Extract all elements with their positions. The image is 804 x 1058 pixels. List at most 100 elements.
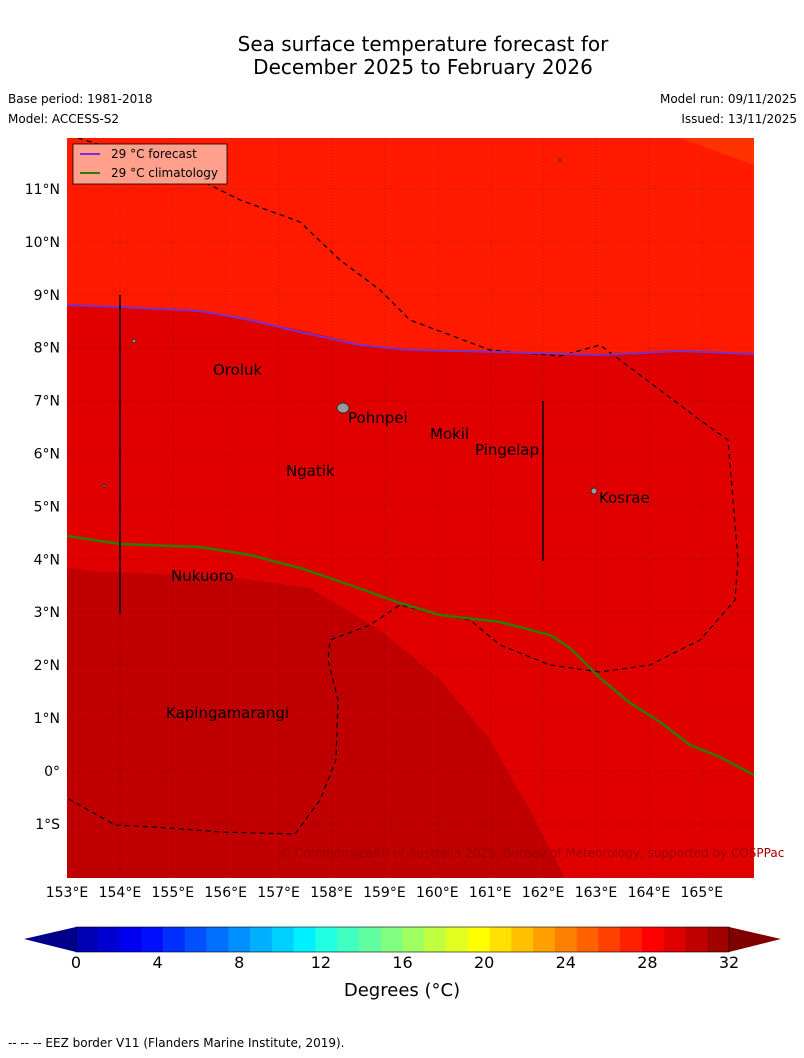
- lon-tick-label: 164°E: [628, 885, 671, 901]
- legend-climatology-label: 29 °C climatology: [111, 166, 218, 180]
- place-label-pohnpei: Pohnpei: [348, 409, 408, 427]
- colorbar-cell: [380, 927, 403, 952]
- place-labels: Oroluk Pohnpei Mokil Pingelap Ngatik Kos…: [166, 361, 650, 722]
- colorbar-cell: [97, 927, 120, 952]
- colorbar: 0 4 8 12 16 20 24 28 32: [24, 926, 781, 972]
- colorbar-cell: [446, 927, 469, 952]
- colorbar-cell: [206, 927, 229, 952]
- lat-tick-label: 3°N: [34, 605, 60, 621]
- colorbar-cell: [641, 927, 664, 952]
- lat-tick-label: 1°S: [35, 817, 60, 833]
- colorbar-tick-label: 16: [392, 953, 412, 972]
- colorbar-cell: [293, 927, 316, 952]
- lon-tick-label: 159°E: [363, 885, 406, 901]
- oroluk-island: [131, 338, 137, 344]
- colorbar-cell: [76, 927, 99, 952]
- longitude-tick-labels: 153°E 154°E 155°E 156°E 157°E 158°E 159°E 160°E…: [46, 885, 723, 901]
- lat-tick-label: 1°N: [34, 711, 60, 727]
- colorbar-cell: [663, 927, 686, 952]
- colorbar-tick-label: 32: [719, 953, 739, 972]
- meridian-markers: [119, 295, 544, 614]
- colorbar-over-arrow: [729, 927, 781, 952]
- colorbar-tick-label: 8: [234, 953, 244, 972]
- lat-tick-label: 6°N: [34, 447, 60, 463]
- sst-zone-30-ne-corner: [680, 138, 754, 165]
- lon-tick-label: 162°E: [522, 885, 565, 901]
- lat-tick-label: 9°N: [34, 288, 60, 304]
- issued-text: Issued: 13/11/2025: [681, 112, 797, 126]
- islands: [102, 158, 598, 495]
- colorbar-cell: [163, 927, 186, 952]
- lon-tick-label: 156°E: [204, 885, 247, 901]
- latitude-tick-labels: 11°N 10°N 9°N 8°N 7°N 6°N 5°N 4°N 3°N 2°N 1°N 0° 1°S: [25, 182, 60, 833]
- lat-tick-label: 5°N: [34, 499, 60, 515]
- colorbar-cell: [598, 927, 621, 952]
- place-label-ngatik: Ngatik: [286, 462, 335, 480]
- place-label-kapingamarangi: Kapingamarangi: [166, 704, 289, 722]
- lat-tick-label: 2°N: [34, 658, 60, 674]
- colorbar-tick-label: 4: [153, 953, 163, 972]
- colorbar-cells: [76, 927, 730, 952]
- colorbar-tick-label: 28: [637, 953, 657, 972]
- north-islet: [558, 158, 562, 162]
- colorbar-cell: [424, 927, 447, 952]
- colorbar-tick-label: 24: [556, 953, 576, 972]
- model-text: Model: ACCESS-S2: [8, 112, 120, 126]
- colorbar-tick-label: 0: [71, 953, 81, 972]
- legend: 29 °C forecast 29 °C climatology: [72, 143, 228, 185]
- colorbar-cell: [685, 927, 708, 952]
- kosrae-island: [590, 487, 598, 495]
- colorbar-under-arrow: [24, 927, 76, 952]
- eez-border: [67, 138, 739, 835]
- place-label-mokil: Mokil: [430, 425, 469, 443]
- copyright-text: © Commonwealth of Australia 2025, Bureau…: [279, 846, 784, 860]
- colorbar-cell: [707, 927, 730, 952]
- chart-title-line-1: Sea surface temperature forecast for: [237, 32, 609, 56]
- lon-tick-label: 153°E: [46, 885, 89, 901]
- colorbar-cell: [337, 927, 360, 952]
- lon-tick-label: 155°E: [152, 885, 195, 901]
- place-label-pingelap: Pingelap: [475, 441, 539, 459]
- colorbar-cell: [620, 927, 643, 952]
- place-label-nukuoro: Nukuoro: [171, 567, 234, 585]
- place-label-oroluk: Oroluk: [213, 361, 262, 379]
- legend-forecast-label: 29 °C forecast: [111, 147, 197, 161]
- lon-tick-label: 163°E: [575, 885, 618, 901]
- lat-tick-label: 4°N: [34, 552, 60, 568]
- colorbar-cell: [358, 927, 382, 952]
- colorbar-title: Degrees (°C): [343, 980, 461, 1001]
- colorbar-cell: [250, 927, 273, 952]
- colorbar-cell: [228, 927, 251, 952]
- lon-tick-label: 157°E: [257, 885, 300, 901]
- lat-tick-label: 7°N: [34, 394, 60, 410]
- colorbar-cell: [141, 927, 164, 952]
- lon-tick-label: 160°E: [416, 885, 459, 901]
- colorbar-tick-labels: 0 4 8 12 16 20 24 28 32: [71, 953, 739, 972]
- colorbar-cell: [271, 927, 294, 952]
- colorbar-outline: [75, 926, 730, 953]
- colorbar-cell: [467, 927, 490, 952]
- lon-tick-label: 154°E: [99, 885, 142, 901]
- colorbar-cell: [402, 927, 425, 952]
- lat-tick-label: 10°N: [25, 235, 60, 251]
- colorbar-cell: [315, 927, 338, 952]
- place-label-kosrae: Kosrae: [599, 489, 650, 507]
- chart-title-line-2: December 2025 to February 2026: [253, 55, 593, 79]
- base-period-text: Base period: 1981-2018: [8, 92, 153, 106]
- lat-tick-label: 11°N: [25, 182, 60, 198]
- lat-tick-label: 0°: [44, 764, 60, 780]
- colorbar-cell: [184, 927, 207, 952]
- forecast-29c-contour: [67, 304, 754, 357]
- legend-box: [72, 143, 228, 185]
- colorbar-cell: [576, 927, 599, 952]
- climatology-29c-contour: [67, 534, 754, 777]
- lon-tick-label: 165°E: [681, 885, 724, 901]
- colorbar-cell: [119, 927, 142, 952]
- eez-border-footnote: -- -- -- EEZ border V11 (Flanders Marine…: [8, 1036, 345, 1050]
- sst-zone-28: [67, 568, 565, 878]
- lat-tick-label: 8°N: [34, 341, 60, 357]
- sst-field: [67, 138, 754, 878]
- ngatik-island: [102, 484, 106, 488]
- colorbar-cell: [533, 927, 556, 952]
